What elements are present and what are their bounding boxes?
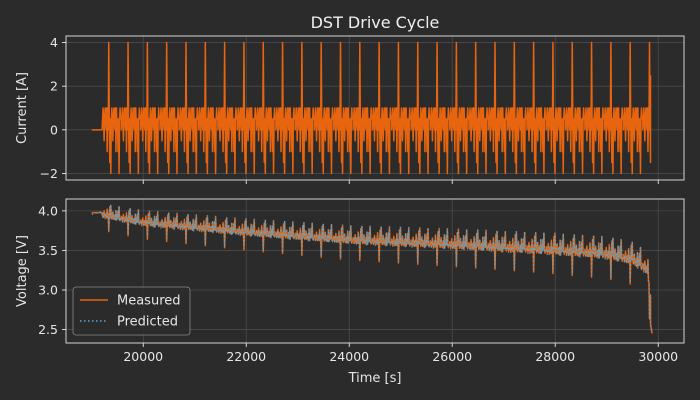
voltage-lines [91,204,653,334]
current-ticks: −2 0 2 4 [40,35,659,184]
voltage-ytick-label: 3.0 [38,282,58,297]
x-tick-label: 20000 [123,349,163,364]
x-tick-label: 30000 [638,349,678,364]
voltage-ytick-label: 3.5 [38,243,58,258]
voltage-axes-frame [65,198,685,344]
legend: Measured Predicted [72,286,191,336]
current-ylabel: Current [A] [15,72,30,144]
legend-box [72,286,191,336]
x-tick-label: 26000 [432,349,472,364]
x-tick-label: 24000 [329,349,369,364]
x-tick-label: 22000 [226,349,266,364]
chart-title: DST Drive Cycle [311,13,440,32]
current-ytick-label: −2 [40,166,58,181]
current-lines [91,41,652,175]
current-ytick-label: 0 [50,122,58,137]
x-axis-label: Time [s] [348,371,402,386]
current-axes-frame [65,35,685,181]
voltage-ylabel: Voltage [V] [15,235,30,307]
current-ytick-label: 4 [50,35,58,50]
voltage-predicted-line [91,204,653,333]
legend-measured-label: Measured [117,294,181,309]
x-tick-label: 28000 [535,349,575,364]
current-measured-line [91,41,652,175]
voltage-panel: 20000 22000 24000 26000 28000 30000 2.5 3.0 3.5 4… [15,198,685,386]
voltage-ytick-label: 4.0 [38,203,58,218]
legend-predicted-label: Predicted [117,315,178,330]
current-ytick-label: 2 [50,79,58,94]
current-panel: −2 0 2 4 Current [A] [15,35,685,184]
voltage-ticks: 20000 22000 24000 26000 28000 30000 2.5 3.0 3.5 4… [38,203,678,364]
voltage-ytick-label: 2.5 [38,322,58,337]
